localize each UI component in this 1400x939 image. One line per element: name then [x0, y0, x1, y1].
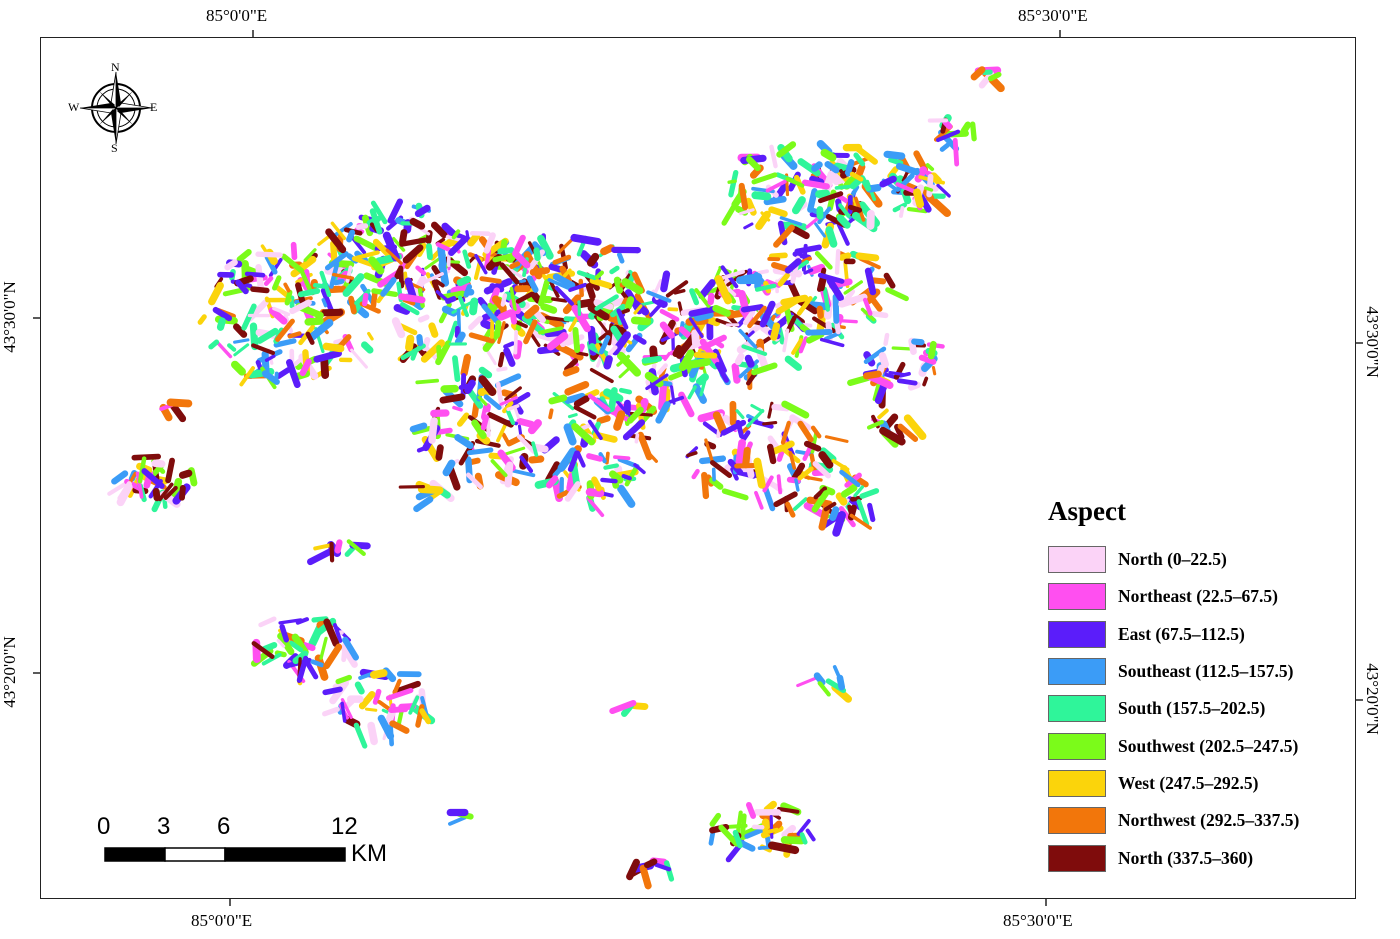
legend-label: West (247.5–292.5)	[1118, 772, 1259, 793]
left-lat-label-lower: 43°20'0"N	[0, 636, 19, 708]
graticule-ticks	[33, 30, 1363, 906]
legend-swatch	[1048, 844, 1106, 872]
legend-item: South (157.5–202.5)	[1048, 690, 1348, 727]
scale-tick-12: 12	[331, 813, 358, 840]
right-lat-label-upper: 43°30'0"N	[1362, 306, 1382, 378]
legend-item: North (337.5–360)	[1048, 839, 1348, 876]
legend-title: Aspect	[1048, 496, 1126, 526]
legend-item: Northeast (22.5–67.5)	[1048, 578, 1348, 615]
legend-item: Northwest (292.5–337.5)	[1048, 802, 1348, 839]
compass-west-label: W	[68, 100, 80, 114]
scale-tick-6: 6	[217, 813, 231, 840]
right-lat-label-lower: 43°20'0"N	[1362, 663, 1382, 735]
legend-swatch	[1048, 695, 1106, 723]
legend: Aspect North (0–22.5) Northeast (22.5–67.…	[1048, 496, 1348, 877]
scale-tick-3: 3	[157, 813, 171, 840]
legend-item: Southeast (112.5–157.5)	[1048, 653, 1348, 690]
legend-item: Southwest (202.5–247.5)	[1048, 727, 1348, 764]
legend-label: East (67.5–112.5)	[1118, 623, 1245, 644]
legend-swatch	[1048, 658, 1106, 686]
legend-item: North (0–22.5)	[1048, 541, 1348, 578]
left-lat-label-upper: 43°30'0"N	[0, 281, 19, 353]
legend-swatch	[1048, 620, 1106, 648]
compass-rose-icon	[79, 71, 153, 145]
top-lon-label-right: 85°30'0"E	[1018, 6, 1088, 25]
legend-label: Southwest (202.5–247.5)	[1118, 735, 1299, 756]
compass-east-label: E	[150, 100, 158, 114]
legend-label: North (337.5–360)	[1118, 847, 1254, 868]
bottom-lon-label-left: 85°0'0"E	[191, 911, 253, 930]
legend-swatch	[1048, 769, 1106, 797]
legend-item: East (67.5–112.5)	[1048, 616, 1348, 653]
scale-unit: KM	[351, 840, 387, 867]
legend-items: North (0–22.5) Northeast (22.5–67.5) East …	[1048, 541, 1348, 877]
legend-label: Southeast (112.5–157.5)	[1118, 661, 1294, 682]
compass-south-label: S	[111, 141, 118, 155]
legend-label: South (157.5–202.5)	[1118, 698, 1266, 719]
legend-label: North (0–22.5)	[1118, 549, 1227, 570]
legend-label: Northwest (292.5–337.5)	[1118, 810, 1300, 831]
legend-item: West (247.5–292.5)	[1048, 765, 1348, 802]
bottom-lon-label-right: 85°30'0"E	[1003, 911, 1073, 930]
compass-north-label: N	[111, 60, 120, 74]
aspect-raster	[107, 66, 1005, 890]
scale-bar	[104, 847, 346, 862]
legend-swatch	[1048, 546, 1106, 574]
legend-swatch	[1048, 583, 1106, 611]
scale-tick-0: 0	[97, 813, 111, 840]
legend-swatch	[1048, 732, 1106, 760]
legend-swatch	[1048, 807, 1106, 835]
legend-label: Northeast (22.5–67.5)	[1118, 586, 1278, 607]
top-lon-label-left: 85°0'0"E	[206, 6, 268, 25]
map-frame	[40, 37, 1356, 899]
